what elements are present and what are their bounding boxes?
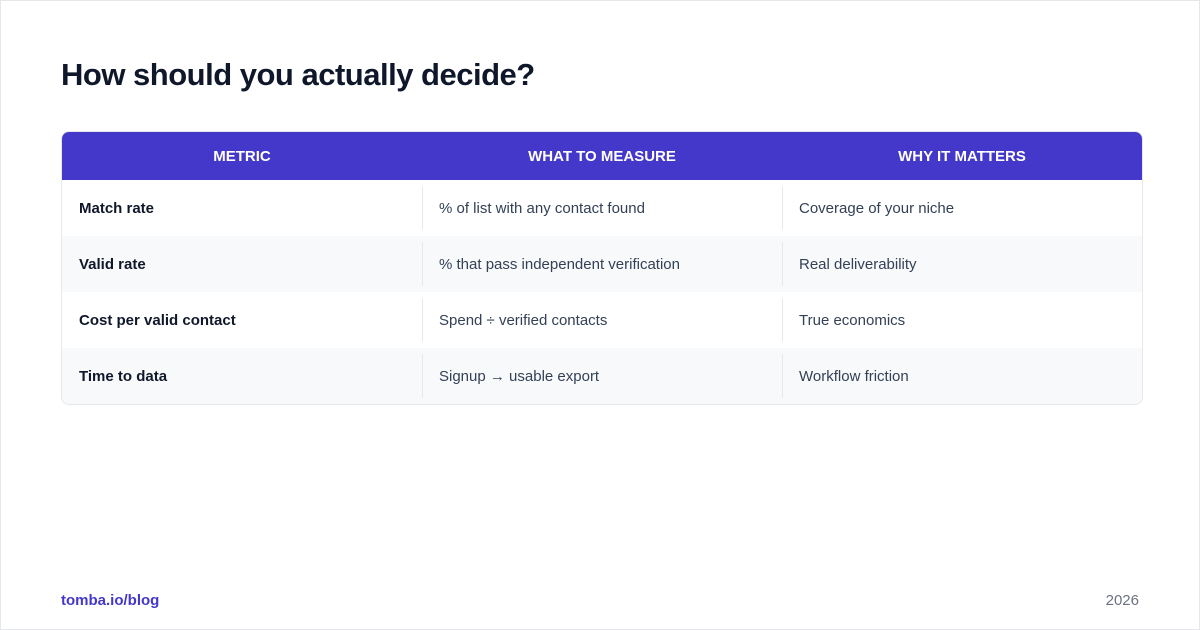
table-row: Match rate % of list with any contact fou… — [62, 180, 1142, 236]
table-cell: Spend ÷ verified contacts — [422, 292, 782, 348]
table-cell: Cost per valid contact — [79, 311, 236, 329]
table-cell: Real deliverability — [782, 236, 1142, 292]
table-cell: Workflow friction — [782, 348, 1142, 404]
table-row: Valid rate % that pass independent verifi… — [62, 236, 1142, 292]
table-cell: % that pass independent verification — [422, 236, 782, 292]
title: How should you actually decide? — [61, 57, 535, 92]
table-cell: Time to data — [79, 367, 168, 385]
table-cell: Valid rate — [79, 255, 146, 273]
table-row: Time to data Signup → usable export Workfl… — [62, 348, 1142, 404]
footer-year: 2026 — [1105, 592, 1139, 609]
header-cell: WHY IT MATTERS — [898, 147, 1026, 165]
table-cell: Match rate — [79, 199, 155, 217]
table-cell: Signup → usable export — [422, 348, 782, 404]
table-cell: True economics — [782, 292, 1142, 348]
table-cell: % of list with any contact found — [422, 180, 782, 236]
table-row: Cost per valid contact Spend ÷ verified c… — [62, 292, 1142, 348]
header-cell: WHAT TO MEASURE — [528, 147, 676, 165]
header-cell: METRIC — [213, 147, 271, 165]
table: METRIC WHAT TO MEASURE WHY IT MATTERS Match… — [61, 131, 1143, 405]
header-row: METRIC WHAT TO MEASURE WHY IT MATTERS — [62, 132, 1142, 180]
footer-link[interactable]: tomba.io/blog — [61, 592, 160, 609]
table-cell: Coverage of your niche — [782, 180, 1142, 236]
